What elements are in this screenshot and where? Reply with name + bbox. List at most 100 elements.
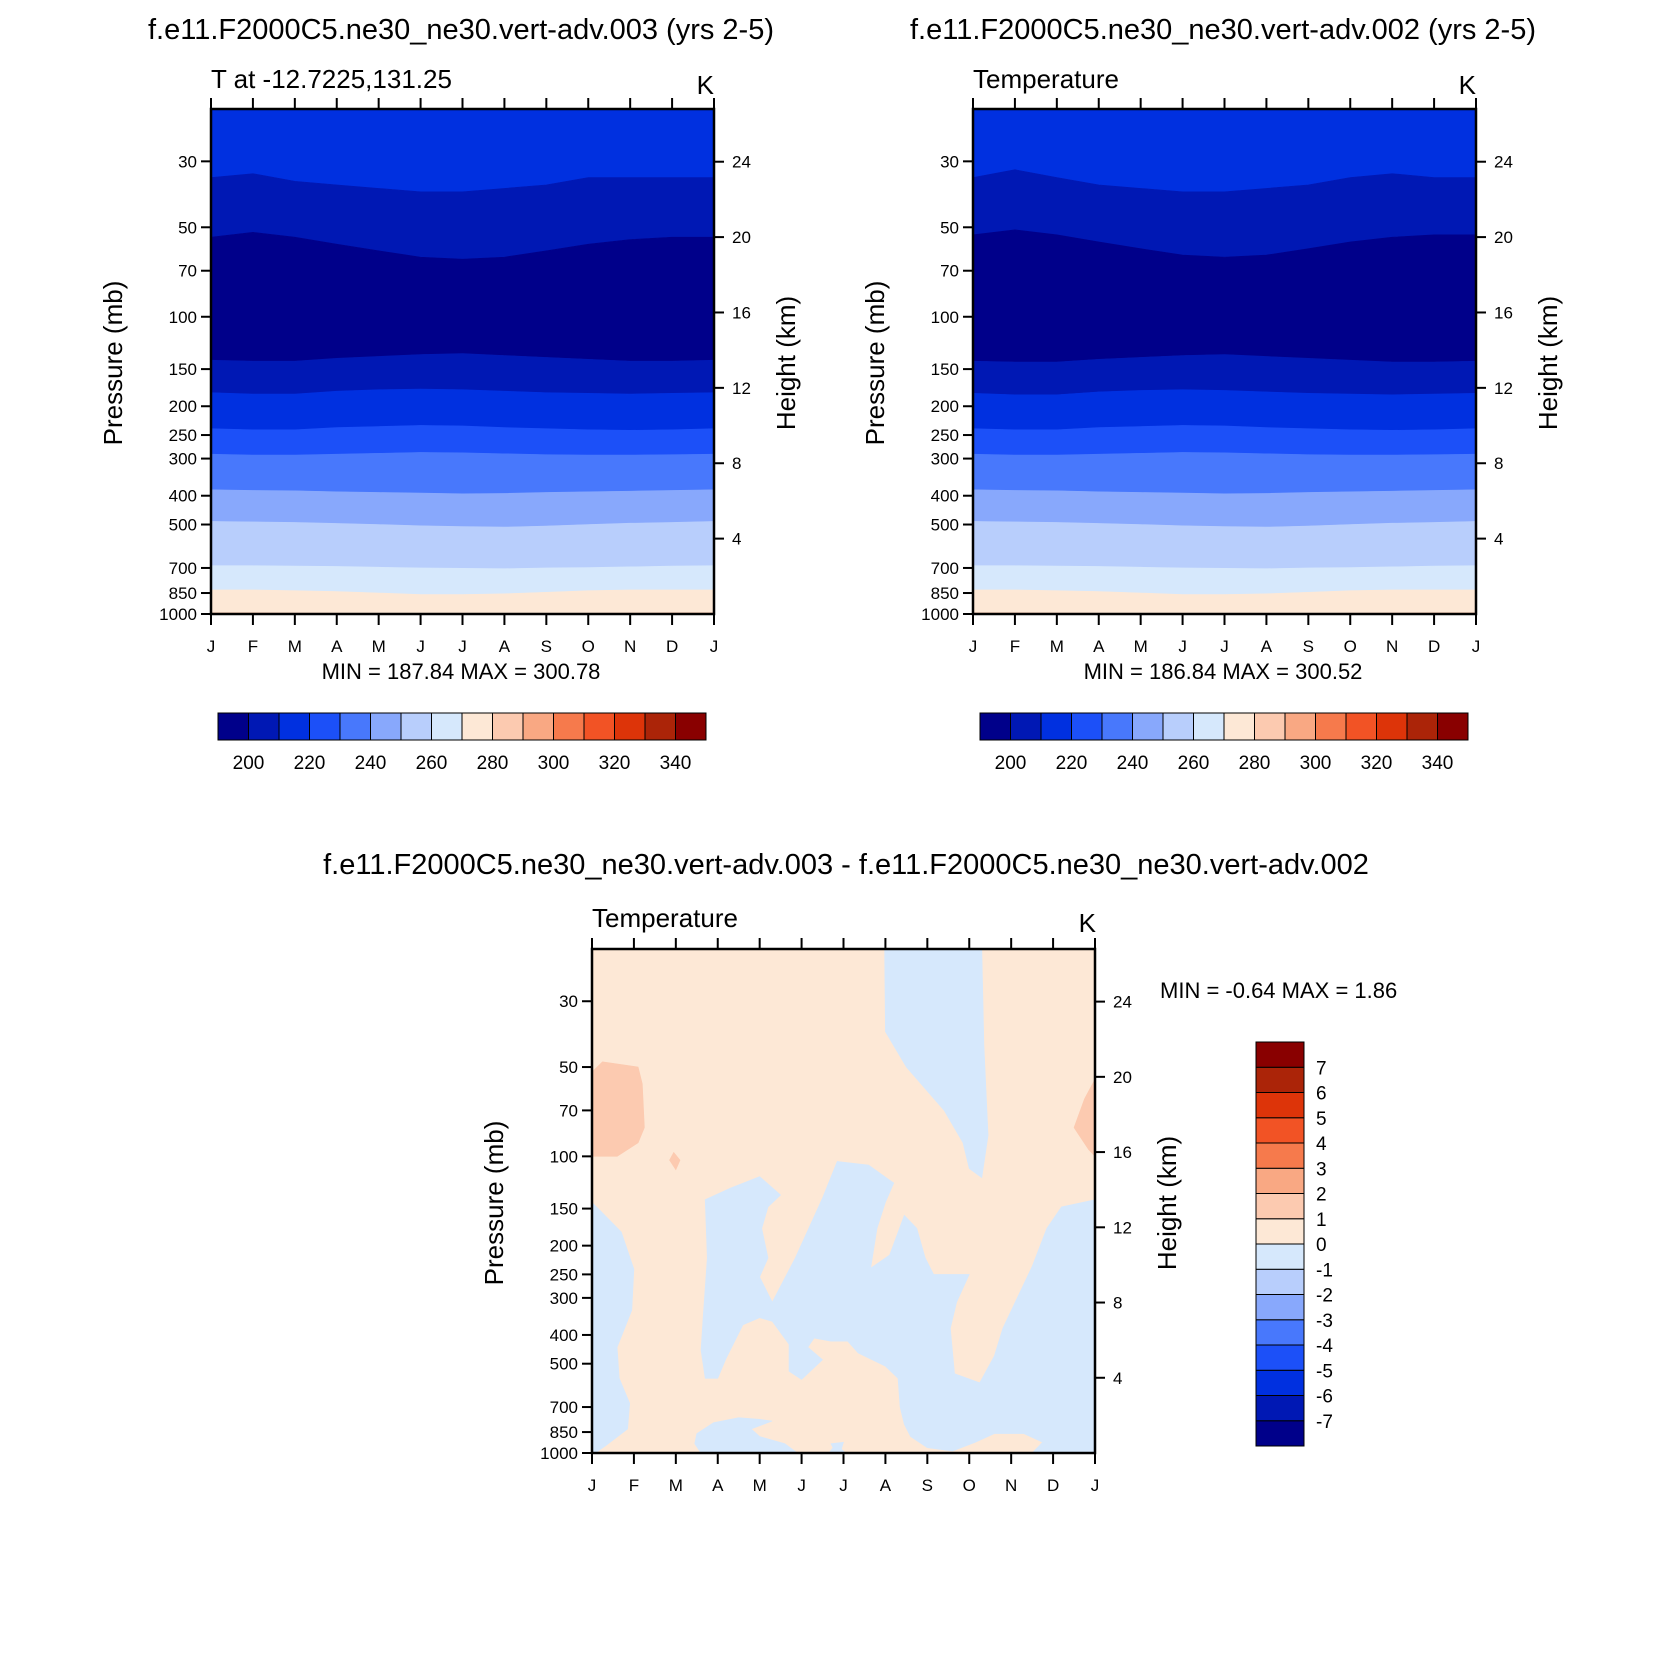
x-tick-label: J: [969, 637, 978, 656]
colorbar-label: 320: [599, 753, 631, 774]
colorbar-swatch: [492, 712, 524, 741]
contour-band-5: [211, 388, 714, 431]
colorbar-002: 200 220 240 260 280 300 320 340: [979, 712, 1469, 774]
panel-difference: f.e11.F2000C5.ne30_ne30.vert-adv.003 - f…: [323, 849, 1397, 1495]
difference-regions: [592, 949, 1095, 1453]
y2-tick-label: 16: [732, 303, 751, 322]
y-tick-label: 100: [169, 308, 197, 327]
colorbar-label: 300: [1300, 753, 1332, 774]
y2-axis-label-003: Height (km): [771, 296, 801, 430]
contour-band-8: [973, 489, 1476, 528]
y2-tick-label: 4: [1494, 530, 1503, 549]
colorbar-swatch: [1010, 712, 1042, 741]
colorbar-swatch: [400, 712, 432, 741]
x-tick-label: O: [582, 637, 595, 656]
min-max-label-003: MIN = 187.84 MAX = 300.78: [322, 659, 601, 684]
x-tick-label: A: [712, 1476, 724, 1495]
min-max-label-002: MIN = 186.84 MAX = 300.52: [1084, 659, 1363, 684]
unit-label-diff: K: [1079, 908, 1097, 938]
y2-tick-label: 24: [1494, 153, 1513, 172]
contour-band-9: [973, 521, 1476, 569]
colorbar-swatch: [1255, 1167, 1305, 1194]
colorbar-label: -5: [1316, 1361, 1333, 1382]
colorbar-label: 5: [1316, 1109, 1327, 1130]
colorbar-label: -4: [1316, 1336, 1333, 1357]
y-tick-label: 700: [931, 559, 959, 578]
y-tick-label: 300: [550, 1289, 578, 1308]
y2-tick-label: 24: [1113, 993, 1132, 1012]
diff-title: f.e11.F2000C5.ne30_ne30.vert-adv.003 - f…: [323, 849, 1369, 881]
y-tick-label: 700: [169, 559, 197, 578]
difference-region-6: [592, 1061, 645, 1157]
colorbar-label: 240: [355, 753, 387, 774]
colorbar-swatch: [1284, 712, 1316, 741]
colorbar-swatch: [1162, 712, 1194, 741]
case-title-003: f.e11.F2000C5.ne30_ne30.vert-adv.003 (yr…: [148, 14, 774, 46]
colorbar-swatch: [1101, 712, 1133, 741]
colorbar-label: 220: [294, 753, 326, 774]
difference-region-4: [694, 1417, 798, 1453]
x-tick-label: J: [1091, 1476, 1100, 1495]
x-tick-label: M: [1134, 637, 1148, 656]
y-tick-label: 1000: [540, 1444, 578, 1463]
y2-tick-label: 20: [1113, 1068, 1132, 1087]
y2-axis-label-002: Height (km): [1533, 296, 1563, 430]
colorbar-label: 240: [1117, 753, 1149, 774]
x-tick-label: N: [1005, 1476, 1017, 1495]
x-tick-label: J: [1472, 637, 1481, 656]
y-tick-label: 400: [169, 487, 197, 506]
x-tick-label: J: [416, 637, 425, 656]
y-tick-label: 100: [550, 1147, 578, 1166]
x-tick-label: J: [1178, 637, 1187, 656]
colorbar-swatch: [278, 712, 310, 741]
x-tick-label: J: [458, 637, 467, 656]
x-tick-label: J: [710, 637, 719, 656]
colorbar-swatch: [1406, 712, 1438, 741]
y-tick-label: 1000: [921, 605, 959, 624]
panel-case-003: f.e11.F2000C5.ne30_ne30.vert-adv.003 (yr…: [98, 14, 801, 774]
left-title-diff: Temperature: [592, 903, 738, 933]
x-tick-label: A: [499, 637, 511, 656]
y-tick-label: 500: [931, 516, 959, 535]
x-tick-label: O: [963, 1476, 976, 1495]
x-tick-label: S: [1303, 637, 1314, 656]
y-tick-label: 70: [178, 262, 197, 281]
y2-tick-label: 12: [1494, 379, 1513, 398]
x-tick-label: M: [753, 1476, 767, 1495]
y-tick-label: 850: [931, 584, 959, 603]
x-tick-label: D: [666, 637, 678, 656]
colorbar-label: 260: [1178, 753, 1210, 774]
y2-tick-label: 16: [1494, 303, 1513, 322]
colorbar-label: -7: [1316, 1412, 1333, 1433]
y2-tick-label: 20: [732, 228, 751, 247]
colorbar-swatch: [675, 712, 707, 741]
y-axis-label-002: Pressure (mb): [860, 281, 890, 446]
y-tick-label: 1000: [159, 605, 197, 624]
y-tick-label: 250: [550, 1265, 578, 1284]
colorbar-label: 2: [1316, 1185, 1327, 1206]
y-tick-label: 30: [559, 992, 578, 1011]
colorbar-swatch: [1255, 1294, 1305, 1321]
colorbar-swatch: [1255, 1066, 1305, 1093]
colorbar-swatch: [1132, 712, 1164, 741]
x-tick-label: F: [629, 1476, 639, 1495]
axis-ticks-003: J F M A M J J A S O N D J 30 50 70 100 150 200 250 300 400 500…: [159, 98, 751, 656]
contour-band-9: [211, 521, 714, 569]
x-tick-label: J: [1220, 637, 1229, 656]
x-tick-label: N: [1386, 637, 1398, 656]
colorbar-label: -3: [1316, 1311, 1333, 1332]
colorbar-label: 300: [538, 753, 570, 774]
x-tick-label: M: [372, 637, 386, 656]
colorbar-label: -2: [1316, 1286, 1333, 1307]
difference-region-3: [700, 1161, 1095, 1453]
y-tick-label: 500: [550, 1355, 578, 1374]
y-tick-label: 850: [169, 584, 197, 603]
colorbar-label: 4: [1316, 1134, 1327, 1155]
x-tick-label: J: [588, 1476, 597, 1495]
x-tick-label: A: [331, 637, 343, 656]
y-tick-label: 300: [169, 450, 197, 469]
x-tick-label: A: [1261, 637, 1273, 656]
colorbar-swatch: [461, 712, 493, 741]
y2-tick-label: 12: [732, 379, 751, 398]
y-tick-label: 700: [550, 1398, 578, 1417]
